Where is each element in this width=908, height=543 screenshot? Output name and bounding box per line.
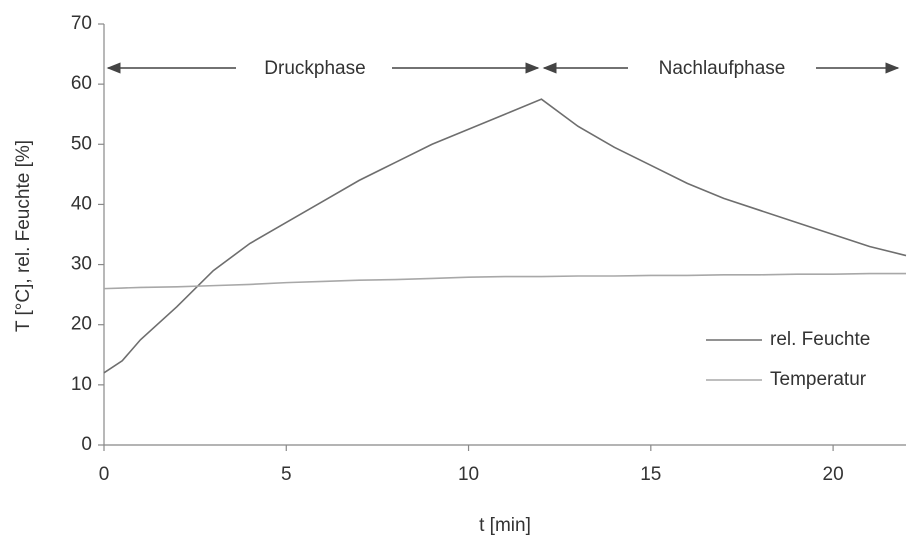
line: [103, 98, 907, 374]
y-tick-label: 30: [71, 254, 92, 275]
annotation: Druckphase: [264, 58, 365, 79]
y-tick-label: 20: [71, 314, 92, 335]
x-tick-label: 0: [99, 464, 110, 485]
y-tick-label: 40: [71, 193, 92, 214]
legend-label: rel. Feuchte: [770, 329, 870, 350]
annotation: Nachlaufphase: [659, 58, 786, 79]
y-tick-label: 70: [71, 13, 92, 34]
x-tick-label: 10: [458, 464, 479, 485]
x-tick-label: 15: [640, 464, 661, 485]
y-tick-label: 0: [81, 434, 92, 455]
y-axis-label: T [°C], rel. Feuchte [%]: [13, 140, 34, 332]
line: [103, 272, 906, 290]
legend-label: Temperatur: [770, 369, 867, 390]
y-tick-label: 60: [71, 73, 92, 94]
x-tick-label: 5: [281, 464, 292, 485]
x-tick-label: 20: [823, 464, 844, 485]
y-tick-label: 50: [71, 133, 92, 154]
y-tick-label: 10: [71, 374, 92, 395]
x-axis-label: t [min]: [479, 515, 531, 536]
